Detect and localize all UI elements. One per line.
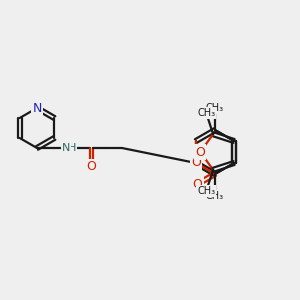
Text: CH₃: CH₃ — [206, 103, 224, 113]
Text: H: H — [68, 143, 76, 153]
Text: N: N — [62, 143, 70, 153]
Text: O: O — [191, 157, 201, 169]
Text: N: N — [32, 101, 42, 115]
Text: CH₃: CH₃ — [197, 186, 215, 196]
Text: CH₃: CH₃ — [197, 108, 215, 118]
Text: CH₃: CH₃ — [206, 191, 224, 201]
Text: O: O — [87, 160, 96, 173]
Text: O: O — [193, 178, 202, 190]
Text: O: O — [195, 146, 205, 158]
